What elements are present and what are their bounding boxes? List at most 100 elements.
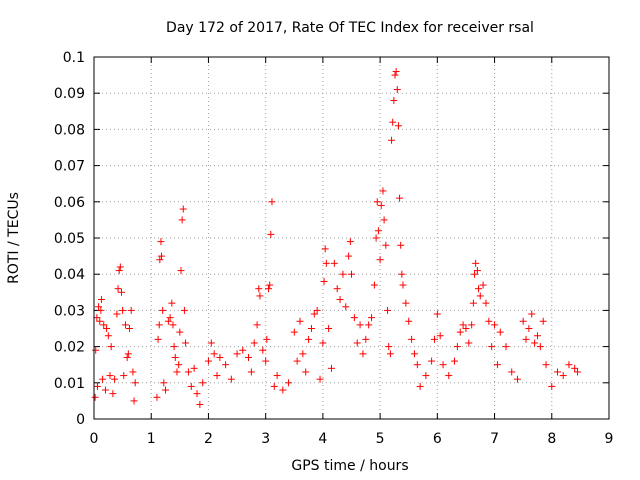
data-point: [270, 382, 278, 390]
data-point: [263, 335, 271, 343]
data-point: [184, 368, 192, 376]
data-point: [169, 321, 177, 329]
data-point: [451, 357, 458, 365]
data-point: [125, 325, 133, 332]
data-point: [391, 71, 399, 79]
data-point: [348, 270, 355, 278]
data-point: [95, 303, 103, 311]
data-point: [171, 353, 179, 361]
data-point: [265, 285, 273, 293]
data-point: [120, 372, 128, 380]
data-point: [176, 328, 184, 336]
data-point: [436, 332, 444, 340]
data-point: [93, 314, 101, 322]
data-point: [475, 285, 483, 293]
data-point: [310, 310, 318, 318]
data-point: [127, 306, 135, 314]
data-point: [158, 252, 166, 260]
data-point: [321, 245, 329, 253]
data-point: [528, 310, 536, 318]
data-point: [97, 296, 105, 304]
data-point: [313, 306, 321, 314]
data-point: [247, 368, 255, 376]
data-point: [113, 310, 121, 318]
data-point: [156, 256, 164, 264]
data-point: [155, 321, 163, 329]
data-point: [384, 306, 392, 314]
data-point: [115, 267, 123, 275]
data-points: [91, 67, 582, 409]
data-point: [522, 335, 530, 343]
data-point: [410, 350, 418, 358]
data-point: [574, 368, 582, 376]
data-point: [525, 325, 533, 332]
data-point: [392, 67, 400, 75]
data-point: [430, 335, 438, 343]
data-point: [439, 361, 447, 369]
data-point: [173, 368, 181, 376]
data-point: [216, 353, 224, 361]
data-point: [372, 234, 380, 242]
data-point: [255, 285, 263, 293]
data-point: [359, 350, 367, 358]
data-point: [554, 368, 561, 376]
x-tick-label: 6: [433, 431, 442, 447]
x-tick-labels: 0 1 2 3 4 5 6 7 8 9: [90, 431, 614, 447]
data-point: [177, 267, 185, 275]
data-point: [111, 375, 119, 383]
y-tick-label: 0.03: [54, 303, 85, 319]
data-point: [402, 299, 410, 307]
data-point: [485, 317, 493, 325]
data-point: [350, 314, 358, 322]
data-point: [385, 343, 393, 351]
data-point: [296, 317, 304, 325]
data-point: [207, 339, 215, 347]
data-point: [316, 375, 324, 383]
data-point: [327, 364, 335, 372]
data-point: [542, 361, 550, 369]
data-point: [91, 393, 99, 401]
data-point: [382, 241, 390, 249]
data-point: [121, 321, 129, 329]
data-point: [493, 361, 501, 369]
y-tick-label: 0.01: [54, 376, 85, 392]
y-tick-label: 0: [76, 412, 85, 428]
data-point: [393, 86, 401, 94]
data-point: [394, 122, 402, 130]
data-point: [325, 325, 333, 332]
data-point: [213, 372, 221, 380]
data-point: [459, 321, 467, 329]
data-point: [476, 292, 484, 300]
data-point: [508, 368, 516, 376]
data-point: [160, 379, 168, 387]
data-point: [129, 368, 137, 376]
y-tick-label: 0.08: [54, 122, 85, 138]
data-point: [416, 382, 424, 390]
data-point: [256, 292, 264, 300]
data-point: [533, 332, 541, 340]
data-point: [565, 361, 573, 369]
data-point: [92, 346, 100, 354]
data-point: [245, 353, 252, 361]
data-point: [345, 252, 353, 260]
data-point: [190, 364, 198, 372]
data-point: [222, 361, 230, 369]
data-point: [370, 281, 378, 289]
data-point: [227, 375, 235, 383]
data-point: [279, 386, 287, 394]
data-point: [405, 317, 413, 325]
data-point: [346, 238, 354, 246]
data-point: [153, 393, 161, 401]
data-point: [377, 201, 385, 209]
data-point: [168, 299, 176, 307]
data-point: [157, 238, 165, 246]
x-tick-label: 3: [261, 431, 270, 447]
x-tick-label: 9: [605, 431, 614, 447]
data-point: [456, 328, 464, 336]
data-point: [266, 281, 274, 289]
data-point: [305, 335, 313, 343]
data-point: [373, 198, 381, 206]
data-point: [319, 339, 327, 347]
data-point: [513, 375, 521, 383]
data-point: [531, 339, 539, 347]
